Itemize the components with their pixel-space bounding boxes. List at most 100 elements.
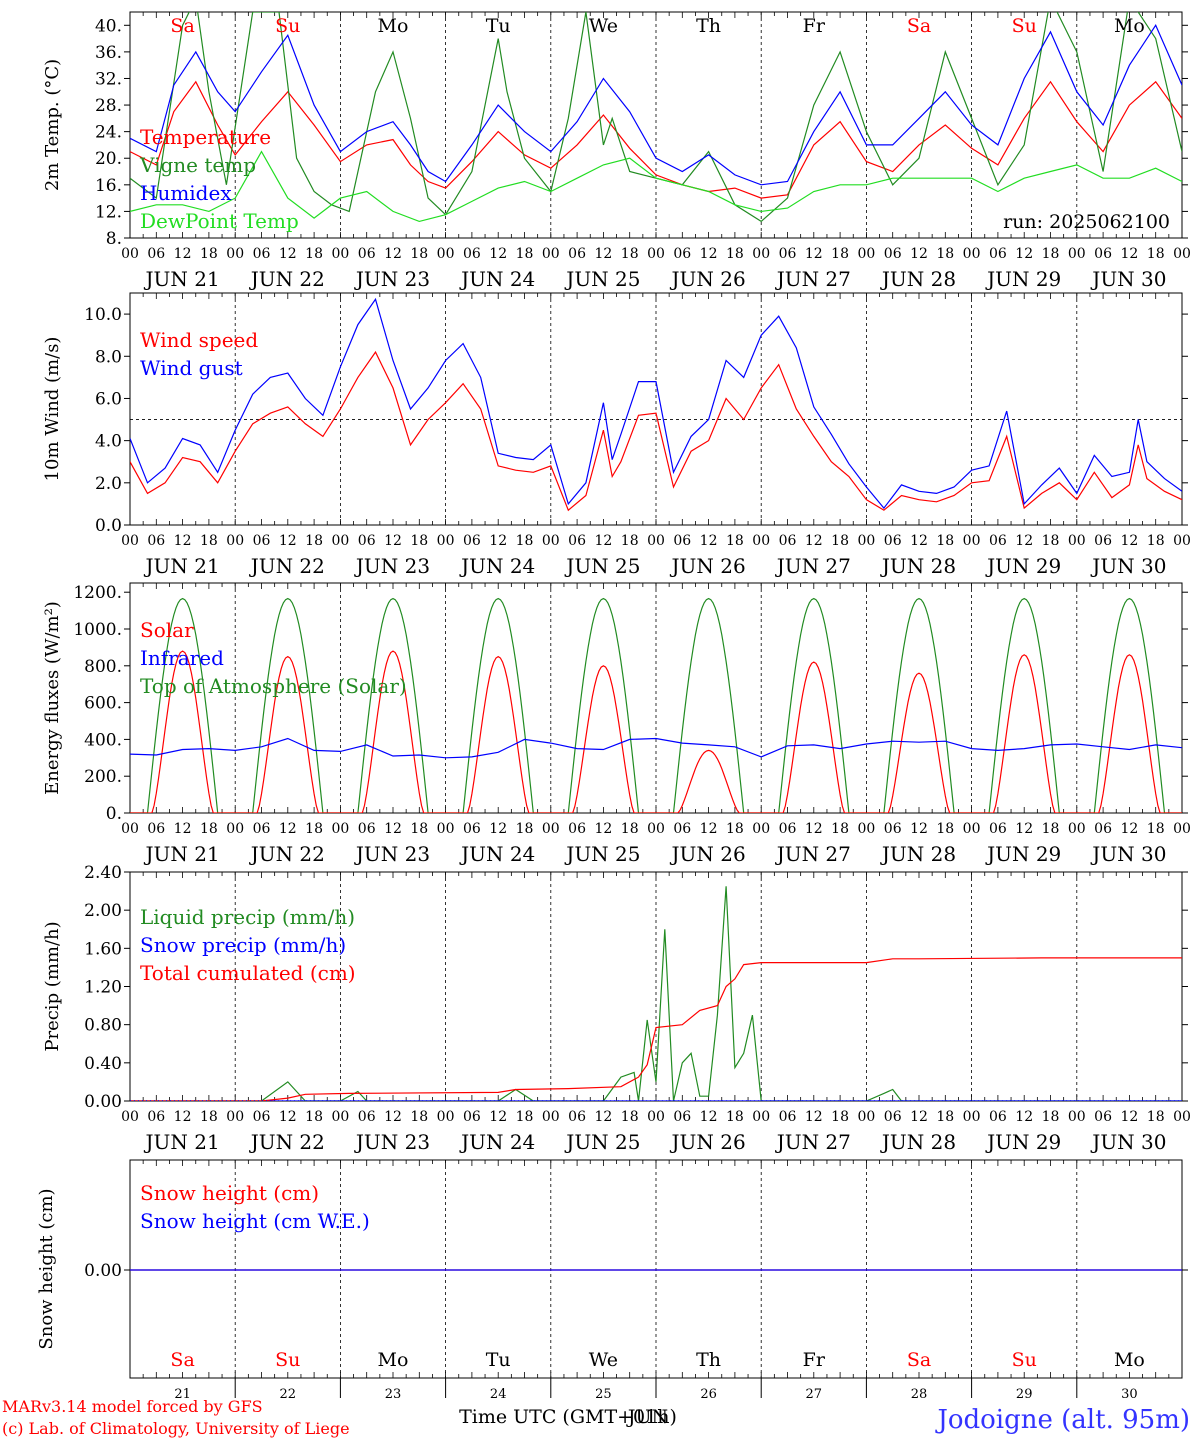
legend-2: Vigne temp xyxy=(139,153,256,177)
y-tick-label: 2.0 xyxy=(95,474,122,494)
day-label: JUN 21 xyxy=(144,554,220,578)
hour-tick-label: 18 xyxy=(831,1109,849,1125)
hour-tick-label: 00 xyxy=(857,246,875,262)
day-label: JUN 23 xyxy=(354,267,430,291)
hour-tick-label: 06 xyxy=(673,246,691,262)
legend-1: Temperature xyxy=(140,125,271,149)
hour-tick-label: 18 xyxy=(410,821,428,837)
weekday-label: Sa xyxy=(170,15,194,37)
hour-tick-label: 12 xyxy=(174,821,192,837)
hour-tick-label: 12 xyxy=(174,533,192,549)
hour-tick-label: 12 xyxy=(1120,246,1138,262)
hour-tick-label: 06 xyxy=(568,246,586,262)
hour-tick-label: 06 xyxy=(253,1109,271,1125)
hour-tick-label: 00 xyxy=(752,533,770,549)
hour-tick-label: 00 xyxy=(121,246,139,262)
day-number-label: 24 xyxy=(490,1387,507,1402)
hour-tick-label: 06 xyxy=(147,246,165,262)
hour-tick-label: 18 xyxy=(831,821,849,837)
hour-tick-label: 12 xyxy=(384,821,402,837)
hour-tick-label: 00 xyxy=(542,821,560,837)
hour-tick-label: 12 xyxy=(384,533,402,549)
hour-tick-label: 12 xyxy=(279,1109,297,1125)
legend-1: Solar xyxy=(140,618,194,642)
hour-tick-label: 18 xyxy=(621,533,639,549)
hour-tick-label: 00 xyxy=(647,533,665,549)
hour-tick-label: 00 xyxy=(331,1109,349,1125)
y-tick-label: 28. xyxy=(95,96,122,116)
hour-tick-label: 12 xyxy=(1015,246,1033,262)
y-tick-label: 12. xyxy=(95,202,122,222)
hour-tick-label: 06 xyxy=(463,533,481,549)
day-label: JUN 26 xyxy=(670,267,746,291)
series-line-1 xyxy=(130,350,1182,512)
hour-tick-label: 12 xyxy=(1120,533,1138,549)
hour-tick-label: 06 xyxy=(358,246,376,262)
toa-solar-line xyxy=(130,597,1182,813)
hour-tick-label: 00 xyxy=(963,821,981,837)
y-tick-label: 0.00 xyxy=(84,1261,122,1281)
solar-line xyxy=(130,650,1182,813)
day-label: JUN 28 xyxy=(880,554,956,578)
y-tick-label: 0.0 xyxy=(95,516,122,536)
day-label: JUN 29 xyxy=(985,554,1061,578)
day-label: JUN 30 xyxy=(1090,842,1166,866)
hour-tick-label: 12 xyxy=(594,821,612,837)
hour-tick-label: 18 xyxy=(305,1109,323,1125)
weekday-label: Su xyxy=(275,15,300,37)
series-line-4 xyxy=(130,150,1182,223)
hour-tick-label: 12 xyxy=(1120,1109,1138,1125)
hour-tick-label: 00 xyxy=(121,821,139,837)
hour-tick-label: 12 xyxy=(594,1109,612,1125)
series-line-1 xyxy=(130,886,1182,1101)
day-label: JUN 24 xyxy=(459,267,535,291)
weekday-label: Su xyxy=(1012,15,1037,37)
day-number-label: 23 xyxy=(385,1387,402,1402)
day-label: JUN 23 xyxy=(354,842,430,866)
hour-tick-label: 00 xyxy=(963,1109,981,1125)
y-tick-label: 600. xyxy=(84,694,122,714)
hour-tick-label: 18 xyxy=(410,533,428,549)
day-number-label: 30 xyxy=(1121,1387,1138,1402)
hour-tick-label: 18 xyxy=(1042,246,1060,262)
hour-tick-label: 18 xyxy=(936,1109,954,1125)
hour-tick-label: 06 xyxy=(779,533,797,549)
hour-tick-label: 00 xyxy=(121,533,139,549)
x-axis-label: Time UTC (GMT+01h) xyxy=(459,1406,677,1428)
day-number-label: 29 xyxy=(1016,1387,1033,1402)
day-label: JUN 25 xyxy=(564,554,640,578)
hour-tick-label: 18 xyxy=(936,821,954,837)
hour-tick-label: 00 xyxy=(1068,821,1086,837)
hour-tick-label: 06 xyxy=(884,533,902,549)
hour-tick-label: 18 xyxy=(726,821,744,837)
hour-tick-label: 06 xyxy=(1094,246,1112,262)
run-label: run: 2025062100 xyxy=(1003,211,1170,233)
series-group xyxy=(130,886,1182,1101)
weekday-label: Sa xyxy=(907,15,931,37)
hour-tick-label: 06 xyxy=(779,246,797,262)
hour-tick-label: 12 xyxy=(489,1109,507,1125)
day-label: JUN 29 xyxy=(985,267,1061,291)
hour-tick-label: 06 xyxy=(358,821,376,837)
day-label: JUN 22 xyxy=(249,842,325,866)
y-tick-label: 2.40 xyxy=(84,863,122,883)
legend-1: Snow height (cm) xyxy=(140,1181,319,1205)
hour-tick-label: 12 xyxy=(279,821,297,837)
hour-tick-label: 12 xyxy=(1120,821,1138,837)
hour-tick-label: 06 xyxy=(147,821,165,837)
y-tick-label: 1000. xyxy=(73,620,122,640)
day-label: JUN 24 xyxy=(459,554,535,578)
y-tick-label: 1200. xyxy=(73,583,122,603)
y-tick-label: 1.20 xyxy=(84,978,122,998)
hour-tick-label: 18 xyxy=(936,533,954,549)
hour-tick-label: 18 xyxy=(516,533,534,549)
day-number-label: 26 xyxy=(700,1387,717,1402)
hour-tick-label: 00 xyxy=(331,533,349,549)
hour-tick-label: 00 xyxy=(647,246,665,262)
y-axis-label: Snow height (cm) xyxy=(36,1188,57,1349)
hour-tick-label: 06 xyxy=(1094,533,1112,549)
hour-tick-label: 06 xyxy=(884,246,902,262)
legend-2: Wind gust xyxy=(140,356,243,380)
hour-tick-label: 12 xyxy=(805,246,823,262)
day-label: JUN 22 xyxy=(249,1130,325,1154)
